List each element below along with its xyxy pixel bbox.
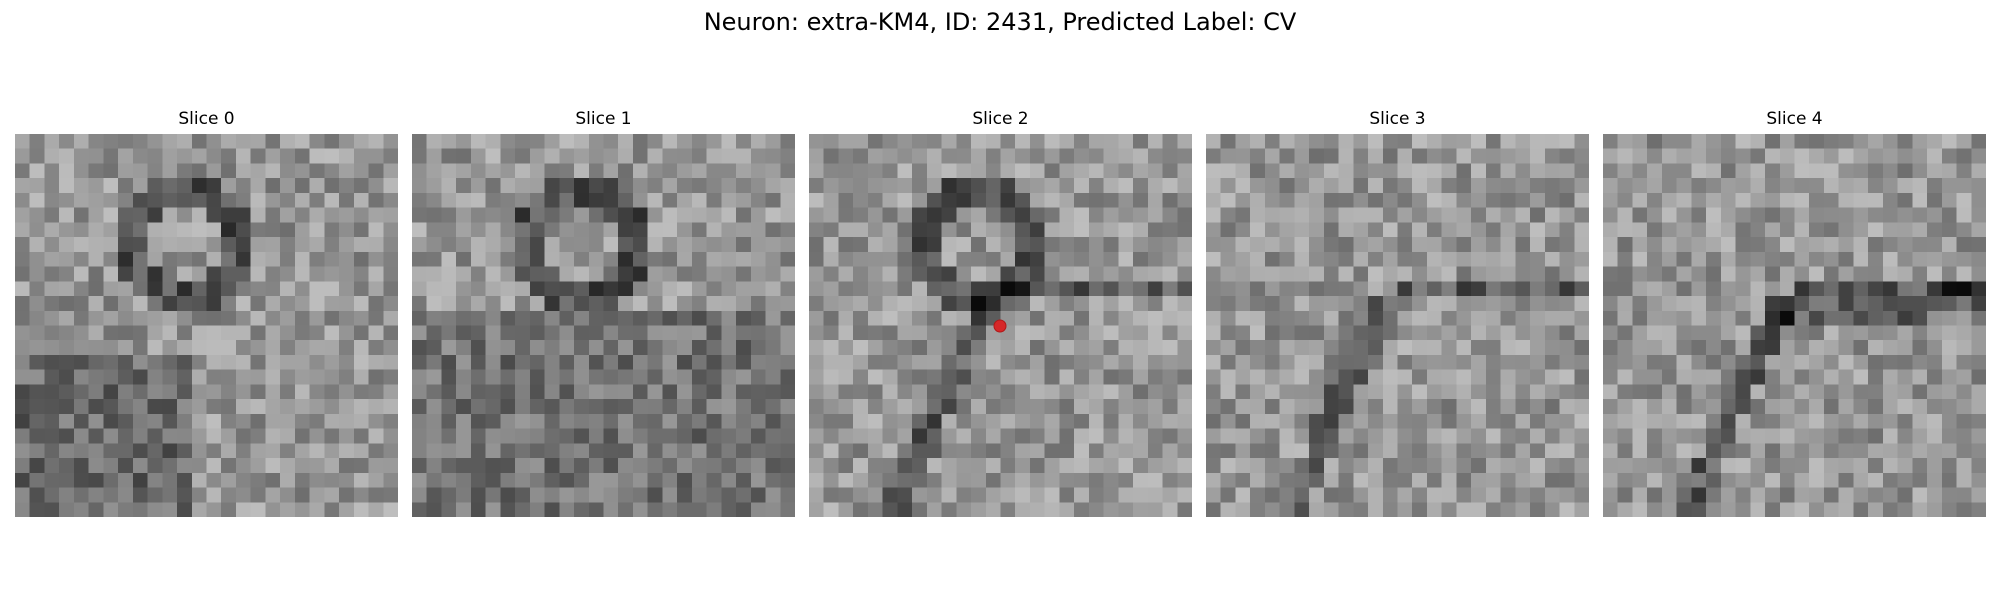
slice-title-1: Slice 1 — [575, 109, 632, 129]
point-marker-overlay — [993, 319, 1007, 333]
slice-title-3: Slice 3 — [1369, 109, 1426, 129]
slice-image-3 — [1206, 134, 1589, 517]
slice-image-0 — [15, 134, 398, 517]
slice-title-0: Slice 0 — [178, 109, 235, 129]
slice-panel-2: Slice 2 — [809, 108, 1192, 517]
slice-title-4: Slice 4 — [1766, 109, 1823, 129]
slice-panel-1: Slice 1 — [412, 108, 795, 517]
slice-image-4 — [1603, 134, 1986, 517]
red-point-marker — [993, 319, 1007, 333]
slice-panel-4: Slice 4 — [1603, 108, 1986, 517]
slice-title-2: Slice 2 — [972, 109, 1029, 129]
slice-panel-0: Slice 0 — [15, 108, 398, 517]
slice-image-1 — [412, 134, 795, 517]
figure-title: Neuron: extra-KM4, ID: 2431, Predicted L… — [703, 8, 1297, 36]
slice-panel-3: Slice 3 — [1206, 108, 1589, 517]
